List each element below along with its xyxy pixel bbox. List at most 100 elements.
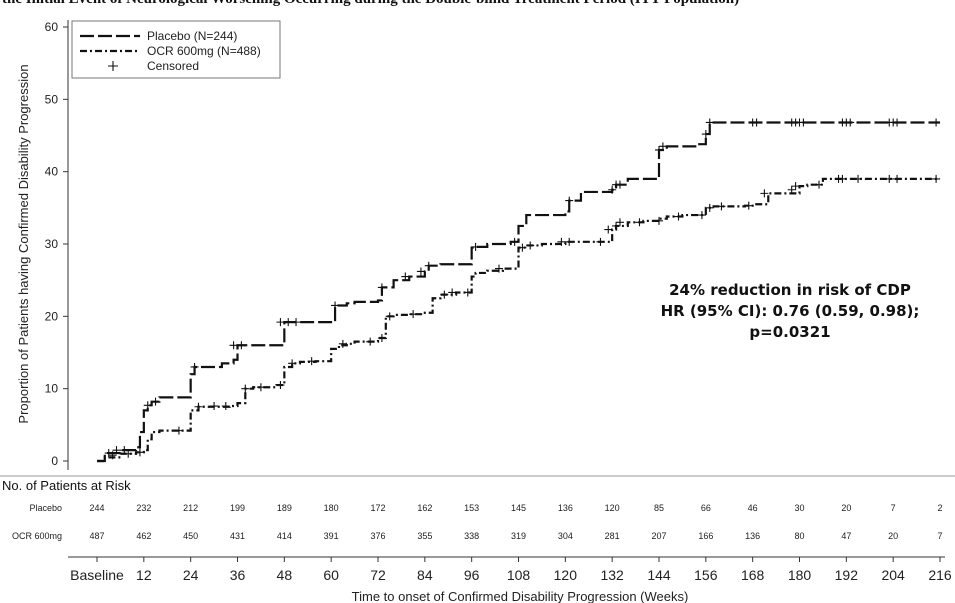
risk-value: 80 bbox=[794, 531, 804, 541]
risk-value: 304 bbox=[558, 531, 573, 541]
censor-mark bbox=[448, 288, 457, 297]
risk-value: 189 bbox=[277, 503, 292, 513]
risk-value: 376 bbox=[370, 531, 385, 541]
x-tick-label: Baseline bbox=[70, 567, 124, 583]
risk-value: 319 bbox=[511, 531, 526, 541]
censor-mark bbox=[463, 288, 472, 297]
x-tick-label: 192 bbox=[835, 567, 859, 583]
x-tick-label: 204 bbox=[881, 567, 905, 583]
risk-value: 207 bbox=[651, 531, 666, 541]
censor-mark bbox=[424, 261, 433, 270]
x-tick-label: 168 bbox=[741, 567, 765, 583]
censor-mark bbox=[338, 339, 347, 348]
censor-mark bbox=[635, 218, 644, 227]
censor-mark bbox=[143, 401, 152, 410]
censor-mark bbox=[377, 334, 386, 343]
risk-row-label: Placebo bbox=[29, 503, 62, 513]
risk-value: 120 bbox=[605, 503, 620, 513]
censor-mark bbox=[194, 402, 203, 411]
censor-mark bbox=[409, 310, 418, 319]
censor-mark bbox=[276, 381, 285, 390]
censor-mark bbox=[518, 243, 527, 252]
x-tick-label: 60 bbox=[323, 567, 339, 583]
risk-value: 180 bbox=[324, 503, 339, 513]
risk-value: 46 bbox=[748, 503, 758, 513]
censor-mark bbox=[471, 242, 480, 251]
censor-mark bbox=[744, 201, 753, 210]
risk-value: 212 bbox=[183, 503, 198, 513]
x-tick-label: 156 bbox=[694, 567, 718, 583]
x-axis: Baseline 12 24 36 48 60 72 84 96 108 120 132 144 156 1… bbox=[68, 556, 952, 603]
risk-table-header: No. of Patients at Risk bbox=[2, 478, 131, 493]
censor-mark bbox=[893, 118, 902, 127]
risk-value: 2 bbox=[937, 503, 942, 513]
censor-mark bbox=[655, 216, 663, 225]
censor-mark bbox=[854, 174, 863, 183]
x-tick-label: 144 bbox=[647, 567, 671, 583]
censor-mark bbox=[697, 211, 706, 220]
censor-mark bbox=[174, 426, 183, 435]
censor-mark bbox=[615, 218, 624, 227]
legend-label: OCR 600mg (N=488) bbox=[147, 44, 261, 58]
risk-value: 85 bbox=[654, 503, 664, 513]
risk-value: 487 bbox=[89, 531, 104, 541]
censor-mark bbox=[366, 337, 375, 346]
censor-mark bbox=[658, 142, 667, 151]
risk-value: 462 bbox=[136, 531, 151, 541]
hazard-ratio-annotation: 24% reduction in risk of CDP HR (95% CI)… bbox=[640, 280, 940, 343]
series-layer bbox=[97, 118, 941, 463]
x-tick-label: 12 bbox=[136, 567, 152, 583]
risk-value: 136 bbox=[745, 531, 760, 541]
censor-mark bbox=[510, 237, 519, 246]
x-tick-label: 132 bbox=[600, 567, 624, 583]
axes: 0 10 20 30 40 50 60 Proportion of Patients havi… bbox=[16, 20, 69, 470]
y-tick-label: 60 bbox=[45, 20, 59, 34]
x-tick-label: 48 bbox=[277, 567, 293, 583]
censor-mark bbox=[612, 221, 621, 230]
risk-value: 66 bbox=[701, 503, 711, 513]
censor-mark bbox=[124, 449, 133, 458]
censor-mark bbox=[292, 318, 301, 327]
risk-value: 414 bbox=[277, 531, 292, 541]
y-axis-title: Proportion of Patients having Confirmed … bbox=[16, 64, 31, 423]
censor-mark bbox=[401, 272, 410, 281]
censor-mark bbox=[565, 196, 574, 205]
risk-value: 338 bbox=[464, 531, 479, 541]
censor-mark bbox=[565, 237, 574, 246]
censor-mark bbox=[108, 451, 117, 460]
censor-mark bbox=[307, 357, 316, 366]
censor-mark bbox=[791, 182, 800, 191]
risk-value: 199 bbox=[230, 503, 245, 513]
censor-mark bbox=[284, 318, 293, 327]
y-tick-label: 40 bbox=[45, 165, 59, 179]
censor-mark bbox=[596, 237, 605, 246]
censor-mark bbox=[256, 383, 265, 392]
legend-label: Placebo (N=244) bbox=[147, 29, 237, 43]
legend: Placebo (N=244)OCR 600mg (N=488)Censored bbox=[71, 20, 281, 79]
series-ocr-600mg bbox=[97, 174, 941, 463]
censor-mark bbox=[932, 118, 941, 127]
risk-row-label: OCR 600mg bbox=[12, 531, 62, 541]
censor-mark bbox=[104, 449, 113, 458]
page-title: the Initial Event of Neurological Worsen… bbox=[0, 0, 955, 8]
risk-row-placebo: Placebo 244 232 212 199 189 180 172 162 153 145 136… bbox=[29, 503, 942, 513]
x-tick-label: 120 bbox=[554, 567, 578, 583]
censor-mark bbox=[608, 185, 617, 194]
risk-value: 450 bbox=[183, 531, 198, 541]
censor-mark bbox=[787, 185, 796, 194]
annotation-line-1: 24% reduction in risk of CDP bbox=[669, 281, 911, 299]
risk-value: 47 bbox=[841, 531, 851, 541]
censor-mark bbox=[838, 174, 847, 183]
censor-mark bbox=[440, 290, 449, 299]
annotation-line-3: p=0.0321 bbox=[749, 323, 831, 341]
y-tick-label: 30 bbox=[45, 237, 59, 251]
risk-value: 20 bbox=[841, 503, 851, 513]
legend-item: Censored bbox=[108, 59, 199, 73]
censor-mark bbox=[752, 118, 761, 127]
risk-value: 172 bbox=[370, 503, 385, 513]
risk-value: 244 bbox=[89, 503, 104, 513]
x-tick-label: 72 bbox=[370, 567, 386, 583]
censor-mark bbox=[815, 180, 824, 189]
x-axis-title: Time to onset of Confirmed Disability Pr… bbox=[352, 589, 689, 603]
censor-mark bbox=[221, 402, 230, 411]
